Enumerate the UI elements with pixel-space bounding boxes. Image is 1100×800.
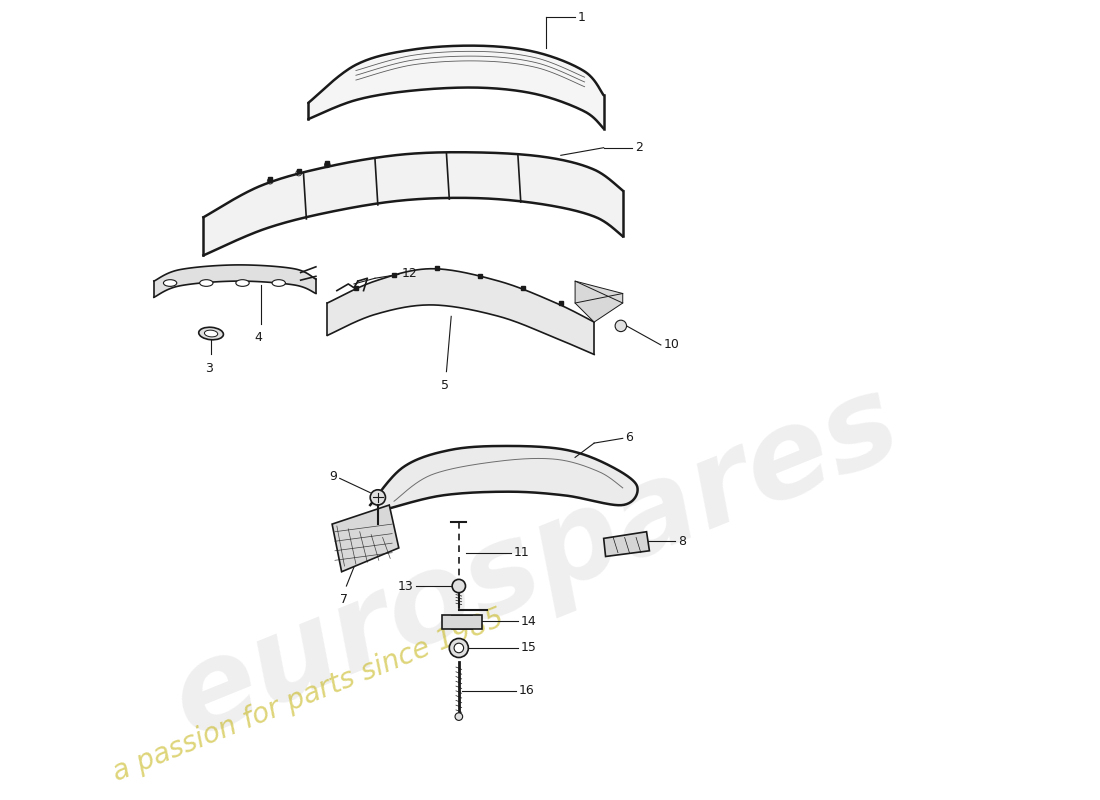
Text: 3: 3 <box>206 362 213 375</box>
Text: 15: 15 <box>520 642 537 654</box>
Ellipse shape <box>199 280 213 286</box>
Polygon shape <box>328 269 594 354</box>
Polygon shape <box>575 281 623 322</box>
Text: 14: 14 <box>520 614 537 628</box>
Text: 12: 12 <box>402 267 417 280</box>
Circle shape <box>454 643 463 653</box>
Text: 8: 8 <box>678 534 686 548</box>
Polygon shape <box>332 505 399 572</box>
Text: 9: 9 <box>329 470 337 483</box>
Text: 2: 2 <box>635 141 643 154</box>
Text: 10: 10 <box>663 338 680 351</box>
Text: 1: 1 <box>578 10 586 24</box>
Text: eurospares: eurospares <box>156 363 916 761</box>
Ellipse shape <box>164 280 177 286</box>
Text: 7: 7 <box>341 593 349 606</box>
Circle shape <box>449 638 469 658</box>
Text: 4: 4 <box>255 330 263 344</box>
Polygon shape <box>204 153 623 255</box>
Text: 16: 16 <box>519 684 535 698</box>
Polygon shape <box>308 46 604 129</box>
Text: 11: 11 <box>514 546 530 559</box>
Circle shape <box>615 320 627 332</box>
Circle shape <box>371 490 385 505</box>
Polygon shape <box>442 614 482 629</box>
Text: a passion for parts since 1985: a passion for parts since 1985 <box>108 604 508 787</box>
Polygon shape <box>154 265 316 298</box>
Polygon shape <box>604 532 649 557</box>
Text: 13: 13 <box>397 579 414 593</box>
Text: 6: 6 <box>626 431 634 444</box>
Circle shape <box>455 713 463 720</box>
Ellipse shape <box>235 280 250 286</box>
Ellipse shape <box>205 330 218 337</box>
Polygon shape <box>371 446 638 510</box>
Ellipse shape <box>199 327 223 340</box>
Text: 5: 5 <box>440 379 449 392</box>
Ellipse shape <box>272 280 285 286</box>
Circle shape <box>452 579 465 593</box>
